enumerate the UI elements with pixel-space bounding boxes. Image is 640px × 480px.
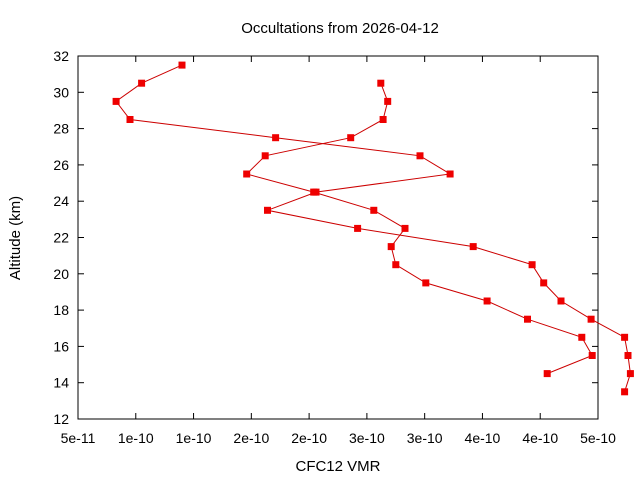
y-tick-label: 18 (53, 302, 69, 318)
x-axis-label: CFC12 VMR (295, 458, 380, 475)
data-point (543, 370, 551, 378)
series-layer (112, 61, 634, 396)
y-axis: 12 14 16 18 20 22 24 26 28 30 32 (53, 48, 598, 427)
data-point (387, 243, 395, 251)
data-point (557, 297, 565, 305)
data-point (483, 297, 491, 305)
x-tick-label: 3e-10 (349, 430, 385, 446)
data-point (528, 261, 536, 269)
data-point (626, 370, 634, 378)
data-point (392, 261, 400, 269)
y-tick-label: 28 (53, 121, 69, 137)
x-tick-label: 3e-10 (407, 430, 443, 446)
data-point (587, 315, 595, 323)
x-tick-label: 5e-10 (580, 430, 616, 446)
y-tick-label: 12 (53, 411, 69, 427)
y-tick-label: 22 (53, 230, 69, 246)
x-tick-label: 4e-10 (465, 430, 501, 446)
data-point (261, 152, 269, 160)
y-tick-label: 16 (53, 338, 69, 354)
x-tick-label: 2e-10 (233, 430, 269, 446)
x-tick-label: 1e-10 (176, 430, 212, 446)
data-point (524, 315, 531, 323)
data-point (243, 170, 251, 178)
data-point (370, 206, 378, 214)
data-point (422, 279, 430, 287)
data-point (588, 352, 596, 359)
y-tick-label: 24 (53, 193, 69, 209)
x-tick-label: 1e-10 (118, 430, 154, 446)
x-tick-label: 2e-10 (291, 430, 327, 446)
data-point (621, 388, 629, 396)
data-point (377, 79, 385, 87)
data-point (138, 79, 146, 87)
data-point (272, 134, 280, 142)
data-point (126, 116, 134, 123)
data-point (112, 97, 120, 105)
data-point (578, 333, 586, 341)
data-point (384, 97, 392, 105)
data-point (624, 352, 632, 359)
data-point (310, 188, 318, 196)
y-tick-label: 26 (53, 157, 69, 173)
data-point (401, 224, 409, 232)
x-tick-label: 4e-10 (522, 430, 558, 446)
data-point (379, 116, 387, 123)
data-point (347, 134, 355, 142)
y-axis-label: Altitude (km) (7, 196, 24, 280)
data-point (178, 61, 186, 69)
y-tick-label: 14 (53, 375, 69, 391)
y-tick-label: 32 (53, 48, 69, 64)
data-point (540, 279, 548, 287)
data-point (354, 224, 362, 232)
data-point (264, 206, 271, 214)
x-axis: 5e-11 1e-10 1e-10 2e-10 2e-10 3e-10 3e-10 4e-10… (61, 56, 616, 446)
y-tick-label: 30 (53, 84, 69, 100)
x-tick-label: 5e-11 (61, 430, 96, 446)
data-point (446, 170, 454, 178)
data-point (416, 152, 424, 160)
y-tick-label: 20 (53, 266, 69, 282)
data-point (621, 333, 629, 341)
data-point (469, 243, 477, 251)
chart-title: Occultations from 2026-04-12 (241, 20, 439, 37)
